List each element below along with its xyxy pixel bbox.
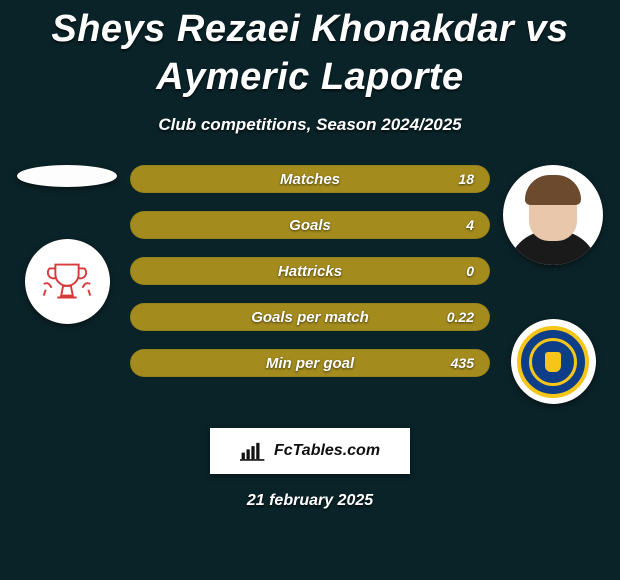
left-player-column (12, 165, 122, 324)
stat-row-goals: Goals 4 (130, 211, 490, 239)
stat-right-value: 435 (451, 355, 474, 371)
stat-label: Hattricks (278, 263, 342, 280)
stat-row-matches: Matches 18 (130, 165, 490, 193)
al-nassr-icon (517, 326, 589, 398)
subtitle: Club competitions, Season 2024/2025 (0, 115, 620, 135)
stat-label: Goals (289, 217, 331, 234)
left-club-badge (25, 239, 110, 324)
stat-row-mpg: Min per goal 435 (130, 349, 490, 377)
stat-row-gpm: Goals per match 0.22 (130, 303, 490, 331)
comparison-panel: Matches 18 Goals 4 Hattricks 0 Goals per… (0, 165, 620, 404)
stat-row-hattricks: Hattricks 0 (130, 257, 490, 285)
stat-label: Goals per match (251, 309, 369, 326)
right-player-avatar (503, 165, 603, 265)
stat-right-value: 4 (466, 217, 474, 233)
branding-text: FcTables.com (274, 442, 380, 460)
left-player-avatar (17, 165, 117, 187)
generated-date: 21 february 2025 (0, 492, 620, 510)
page-title: Sheys Rezaei Khonakdar vs Aymeric Laport… (0, 0, 620, 101)
stat-right-value: 18 (458, 171, 474, 187)
stat-right-value: 0 (466, 263, 474, 279)
right-player-column (498, 165, 608, 404)
stat-label: Min per goal (266, 355, 354, 372)
stat-label: Matches (280, 171, 340, 188)
right-club-badge (511, 319, 596, 404)
branding-tag[interactable]: FcTables.com (210, 428, 410, 474)
stat-right-value: 0.22 (447, 309, 474, 325)
trophy-lions-icon (36, 251, 98, 313)
bar-chart-icon (240, 440, 266, 462)
stat-bars: Matches 18 Goals 4 Hattricks 0 Goals per… (130, 165, 490, 377)
